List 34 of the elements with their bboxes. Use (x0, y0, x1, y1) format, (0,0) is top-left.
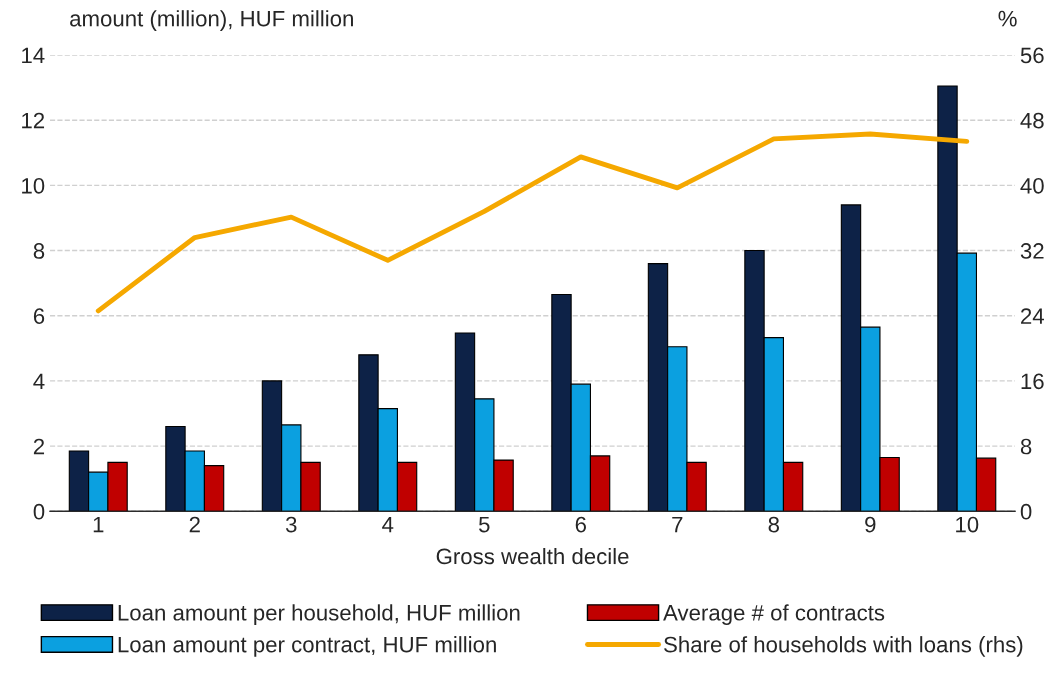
x-tick-label: 5 (478, 516, 490, 533)
x-tick-label: 8 (768, 516, 780, 533)
y-tick-label: 14 (22, 47, 45, 64)
y2-tick-label: 48 (1020, 112, 1044, 129)
y-tick-label: 12 (22, 112, 45, 129)
x-tick-label: 2 (189, 516, 200, 533)
y-tick-label: 8 (33, 243, 45, 259)
y-tick-label: 0 (33, 503, 45, 520)
x-tick-label: 7 (672, 516, 683, 533)
y2-tick-label: 40 (1020, 177, 1044, 194)
y2-tick-label: 32 (1020, 243, 1044, 259)
y2-tick-label: 8 (1020, 438, 1032, 455)
y2-tick-label: 0 (1020, 503, 1032, 520)
x-tick-label: 6 (575, 516, 586, 533)
legend-label: Average # of contracts (663, 604, 885, 626)
y2-tick-label: 24 (1021, 308, 1044, 324)
x-axis-title: Gross wealth decile (436, 547, 629, 565)
y2-tick-label: 16 (1021, 373, 1044, 390)
x-tick-label: 10 (956, 516, 979, 533)
y-tick-label: 6 (33, 308, 45, 325)
x-tick-label: 9 (865, 516, 876, 533)
y-axis-title: amount (million), HUF million (70, 10, 353, 31)
legend-label: Loan amount per contract, HUF million (118, 636, 496, 657)
x-tick-label: 3 (285, 516, 297, 533)
y2-tick-label: 56 (1020, 47, 1044, 64)
legend-label: Loan amount per household, HUF million (118, 604, 520, 626)
y-tick-label: 4 (33, 373, 45, 389)
legend-label: Share of households with loans (rhs) (664, 636, 1023, 657)
y-tick-label: 2 (33, 438, 45, 455)
x-tick-label: 1 (93, 516, 104, 533)
y-tick-label: 10 (22, 177, 45, 194)
x-tick-label: 4 (382, 516, 394, 533)
line-series (95, 131, 970, 314)
y2-axis-title: % (998, 10, 1017, 27)
